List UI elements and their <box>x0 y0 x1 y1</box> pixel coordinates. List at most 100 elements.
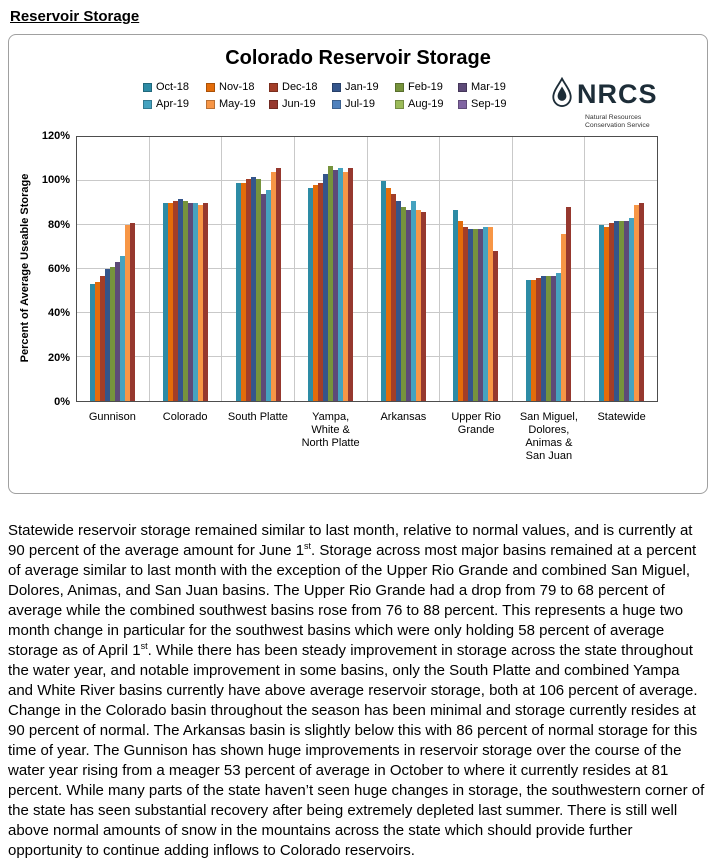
legend-label: May-19 <box>219 98 256 110</box>
nrcs-logo-text: NRCS <box>577 79 658 109</box>
bar-apr-19 <box>120 255 126 401</box>
chart-legend: Oct-18 Nov-18 Dec-18 Jan-19 Feb-19 Mar-19 Apr-… <box>143 82 521 110</box>
report-page: Reservoir Storage Colorado Reservoir Sto… <box>8 8 708 859</box>
bar-mar-19 <box>115 262 121 401</box>
bar-mar-19 <box>623 220 629 401</box>
bar-dec-18 <box>536 277 542 401</box>
bar-mar-19 <box>260 194 266 401</box>
bar-jun-19 <box>130 222 136 401</box>
x-category-label: Yampa, White & North Platte <box>301 411 360 449</box>
category-group <box>513 137 586 401</box>
bar-may-19 <box>633 205 639 401</box>
bar-jun-19 <box>275 167 281 401</box>
bar-jun-19 <box>566 207 572 401</box>
bar-apr-19 <box>192 203 198 401</box>
bar-dec-18 <box>245 178 251 401</box>
legend-label: Apr-19 <box>156 98 190 110</box>
bar-feb-19 <box>328 165 334 401</box>
y-tick-label: 120% <box>41 130 70 142</box>
bar-dec-18 <box>172 200 178 401</box>
legend-label: Dec-18 <box>282 81 318 93</box>
y-tick-label: 20% <box>47 351 70 364</box>
bar-cluster <box>235 137 281 401</box>
legend-label: Jun-19 <box>282 98 316 110</box>
bar-oct-18 <box>308 187 314 401</box>
bar-nov-18 <box>531 280 537 401</box>
bar-cluster <box>453 137 499 401</box>
bar-nov-18 <box>385 187 391 401</box>
reservoir-storage-chart: Colorado Reservoir Storage Oct-18 Nov-18 D… <box>8 34 708 494</box>
bar-apr-19 <box>556 273 562 401</box>
bar-feb-19 <box>255 178 261 401</box>
bar-feb-19 <box>618 220 624 401</box>
bar-oct-18 <box>90 284 96 401</box>
bar-jun-19 <box>202 203 208 401</box>
superscript: st <box>140 641 148 651</box>
water-drop-icon <box>551 76 573 112</box>
bar-nov-18 <box>313 185 319 401</box>
bar-apr-19 <box>338 167 344 401</box>
bar-nov-18 <box>603 227 609 401</box>
bar-apr-19 <box>628 218 634 401</box>
bar-jun-19 <box>420 211 426 401</box>
bar-may-19 <box>343 172 349 401</box>
chart-title: Colorado Reservoir Storage <box>225 47 491 69</box>
bar-jan-19 <box>541 275 547 401</box>
bar-dec-18 <box>608 222 614 401</box>
bar-jan-19 <box>613 220 619 401</box>
bar-may-19 <box>488 227 494 401</box>
plot-area <box>76 136 658 402</box>
page-title: Reservoir Storage <box>10 8 140 25</box>
legend-swatch <box>458 100 467 109</box>
bar-may-19 <box>270 172 276 401</box>
bar-cluster <box>598 137 644 401</box>
bar-cluster <box>380 137 426 401</box>
bar-jun-19 <box>348 167 354 401</box>
bar-cluster <box>526 137 572 401</box>
legend-item-feb-19: Feb-19 <box>395 82 458 93</box>
legend-item-oct-18: Oct-18 <box>143 82 206 93</box>
bar-jan-19 <box>468 229 474 401</box>
legend-label: Oct-18 <box>156 81 190 93</box>
bar-jan-19 <box>105 269 111 401</box>
bar-may-19 <box>561 233 567 401</box>
bar-dec-18 <box>390 194 396 401</box>
y-tick-label: 100% <box>41 174 70 187</box>
x-category-label: South Platte <box>227 411 288 423</box>
category-group <box>295 137 368 401</box>
bar-cluster <box>308 137 354 401</box>
legend-item-may-19: May-19 <box>206 99 269 110</box>
y-tick-label: 0% <box>54 396 70 408</box>
legend-swatch <box>269 100 278 109</box>
bar-cluster <box>162 137 208 401</box>
bar-dec-18 <box>463 227 469 401</box>
bar-nov-18 <box>458 220 464 401</box>
bar-feb-19 <box>110 266 116 401</box>
x-category-label: Colorado <box>162 411 208 423</box>
legend-swatch <box>332 83 341 92</box>
legend-swatch <box>269 83 278 92</box>
legend-swatch <box>458 83 467 92</box>
legend-item-jul-19: Jul-19 <box>332 99 395 110</box>
bar-mar-19 <box>187 203 193 401</box>
bar-nov-18 <box>95 282 101 401</box>
nrcs-logo: NRCS Natural Resources Conservation Serv… <box>551 76 697 131</box>
category-group <box>150 137 223 401</box>
legend-swatch <box>395 83 404 92</box>
bar-apr-19 <box>265 189 271 401</box>
bar-apr-19 <box>410 200 416 401</box>
y-tick-label: 60% <box>47 263 70 275</box>
bar-may-19 <box>197 205 203 401</box>
legend-item-mar-19: Mar-19 <box>458 82 521 93</box>
bar-oct-18 <box>453 209 459 401</box>
x-category-label: Upper Rio Grande <box>451 411 501 436</box>
category-group <box>222 137 295 401</box>
summary-paragraph: Statewide reservoir storage remained sim… <box>8 522 705 859</box>
bar-oct-18 <box>598 225 604 401</box>
bar-oct-18 <box>235 183 241 401</box>
legend-item-aug-19: Aug-19 <box>395 99 458 110</box>
legend-label: Jul-19 <box>345 98 375 110</box>
legend-label: Aug-19 <box>408 98 444 110</box>
bar-feb-19 <box>546 275 552 401</box>
bar-mar-19 <box>333 170 339 401</box>
